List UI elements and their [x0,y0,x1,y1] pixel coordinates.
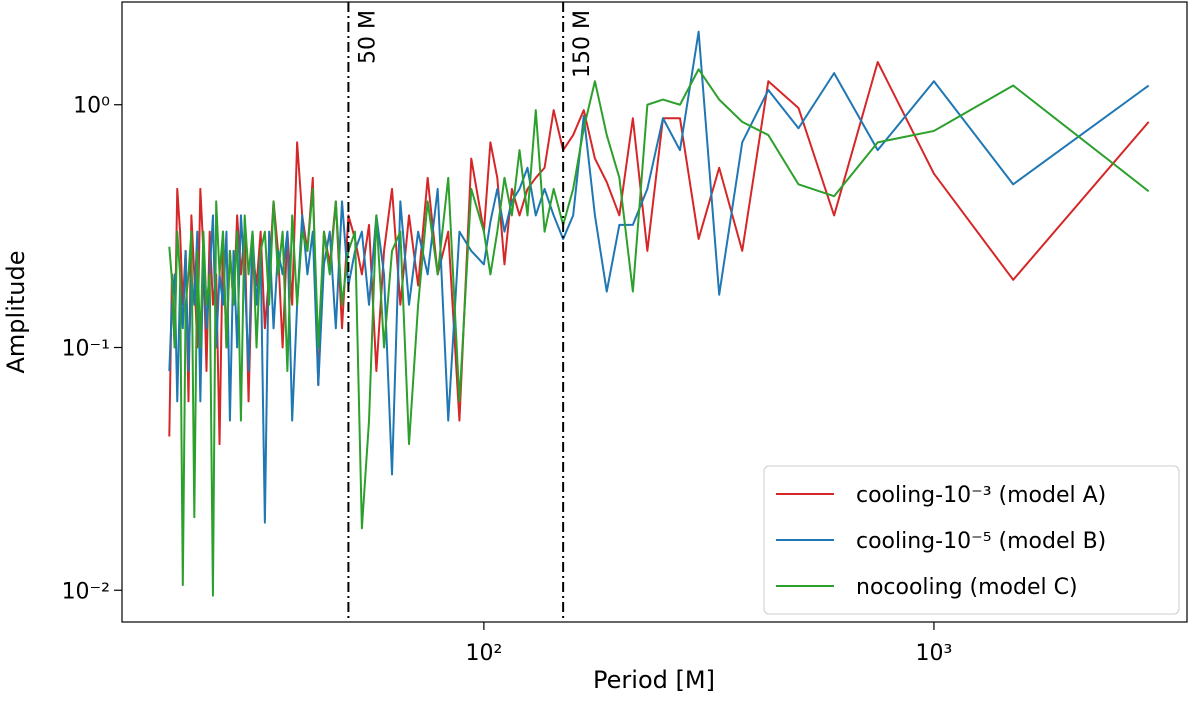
plot-area [168,2,1150,622]
y-tick-label: 10⁰ [73,94,110,119]
data-line [168,68,1150,597]
y-axis-label: Amplitude [2,251,30,374]
legend-label: cooling-10⁻³ (model A) [856,483,1106,508]
legend-label: nocooling (model C) [856,575,1078,600]
legend-box [763,465,1180,615]
data-line [168,30,1150,524]
x-tick-label: 10³ [916,641,953,666]
y-tick-label: 10⁻¹ [62,337,110,362]
reference-label: 150 M [570,10,595,78]
x-axis-label: Period [M] [593,666,715,694]
axes-frame [121,1,1188,623]
x-tick-label: 10² [465,641,502,666]
legend-label: cooling-10⁻⁵ (model B) [856,529,1106,554]
data-line [168,61,1150,446]
reference-label: 50 M [355,10,380,64]
y-tick-label: 10⁻² [62,579,110,604]
